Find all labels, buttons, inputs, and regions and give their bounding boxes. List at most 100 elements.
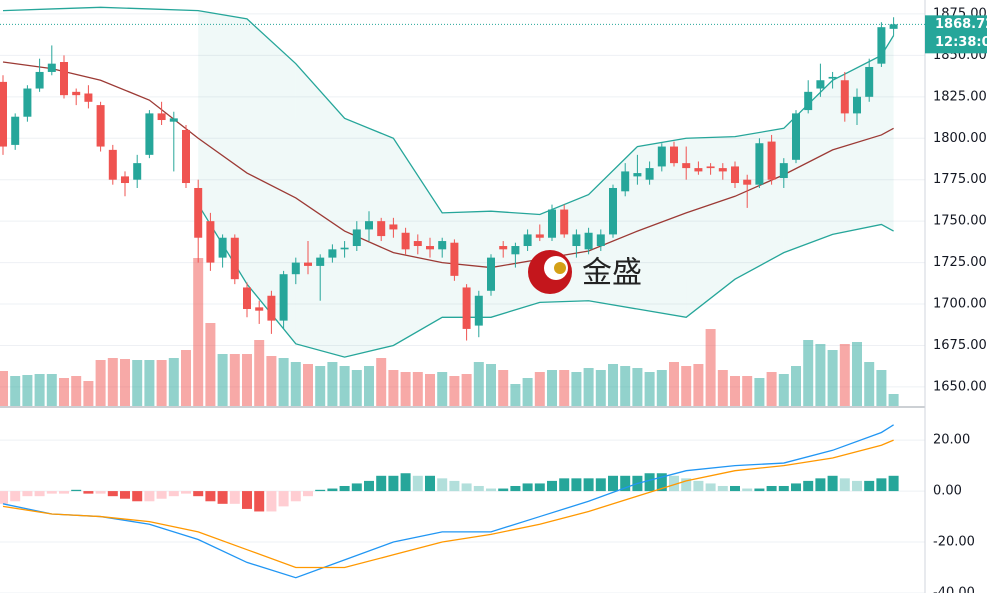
volume-bar — [717, 370, 728, 406]
volume-bar — [0, 371, 8, 406]
histogram-bar — [168, 491, 179, 497]
histogram-bar — [107, 491, 118, 497]
histogram-bar — [95, 491, 106, 494]
histogram-bar — [608, 475, 618, 492]
histogram-bar — [534, 483, 545, 492]
candle-body — [121, 176, 129, 184]
candle-body — [645, 168, 654, 180]
volume-bar — [534, 372, 545, 406]
candle-body — [328, 249, 337, 258]
candle-body — [206, 221, 215, 263]
band-fill — [686, 136, 735, 318]
candle-body — [316, 257, 325, 266]
histogram-bar — [486, 488, 496, 492]
candle-body — [0, 81, 7, 147]
volume-bar — [742, 376, 753, 406]
volume-bar — [254, 340, 265, 406]
histogram-bar — [693, 480, 704, 492]
histogram-bar — [669, 475, 679, 492]
candle-body — [157, 113, 166, 121]
candle-body — [72, 91, 81, 96]
histogram-bar — [327, 488, 338, 492]
candle-body — [11, 116, 20, 145]
candle-body — [133, 163, 142, 180]
volume-bar — [522, 378, 533, 406]
candle-body — [389, 224, 398, 230]
candle-body — [877, 27, 886, 64]
volume-bar — [852, 342, 862, 406]
volume-bar — [839, 344, 850, 406]
histogram-bar — [412, 475, 423, 492]
band-fill — [442, 211, 491, 318]
volume-bar — [10, 376, 21, 406]
histogram-bar — [351, 483, 362, 492]
histogram-bar — [705, 483, 716, 492]
countdown-label: 12:38:0 — [935, 35, 987, 50]
logo-dot — [554, 262, 566, 274]
candle-body — [267, 295, 276, 321]
histogram-bar — [315, 489, 326, 492]
last-price-label: 1868.72 — [935, 17, 987, 32]
histogram-bar — [388, 475, 399, 492]
volume-bar — [168, 358, 179, 406]
candle-body — [377, 221, 386, 237]
candle-body — [865, 66, 874, 97]
indicator-line — [2, 424, 894, 579]
volume-bar — [217, 354, 228, 406]
histogram-bar — [242, 491, 252, 509]
histogram-bar — [156, 491, 167, 499]
histogram-bar — [681, 478, 692, 492]
watermark-text: 金盛 — [582, 256, 642, 291]
candle-body — [487, 257, 495, 291]
volume-bar — [181, 350, 191, 406]
candle-body — [47, 63, 56, 72]
histogram-bar — [34, 491, 45, 497]
volume-bar — [193, 258, 204, 406]
volume-bar — [876, 370, 887, 406]
volume-bar — [83, 381, 94, 406]
histogram-bar — [815, 478, 826, 492]
histogram-bar — [827, 475, 838, 492]
histogram-bar — [364, 480, 374, 492]
histogram-bar — [10, 491, 21, 502]
candle-body — [230, 237, 239, 280]
histogram-bar — [376, 475, 387, 492]
volume-bar — [571, 372, 582, 406]
histogram-bar — [473, 485, 484, 492]
price-axis — [925, 0, 987, 593]
histogram-bar — [22, 491, 33, 497]
candle-body — [792, 113, 800, 160]
volume-bar — [644, 372, 655, 406]
candle-body — [84, 93, 93, 102]
histogram-bar — [132, 491, 143, 502]
volume-bar — [412, 372, 423, 406]
histogram-bar — [656, 473, 667, 492]
histogram-bar — [144, 491, 155, 502]
histogram-bar — [278, 491, 289, 507]
candle-body — [279, 274, 288, 321]
volume-bar — [608, 364, 618, 406]
candle-body — [474, 295, 483, 326]
candle-body — [657, 146, 666, 167]
volume-bar — [351, 370, 362, 406]
candle-body — [706, 166, 715, 169]
histogram-bar — [583, 478, 594, 492]
volume-bar — [59, 378, 69, 406]
band-fill — [881, 35, 894, 232]
histogram-bar — [461, 483, 472, 492]
histogram-bar — [620, 475, 631, 492]
volume-bar — [583, 368, 594, 406]
histogram-bar — [425, 475, 435, 492]
candles — [0, 17, 898, 341]
histogram-bar — [449, 480, 460, 492]
histogram-bar — [644, 473, 655, 492]
volume-bar — [620, 366, 631, 406]
macd-pane — [0, 424, 899, 579]
y-tick-label: 1700.00 — [933, 297, 987, 312]
candle-body — [304, 262, 312, 266]
candle-body — [291, 262, 300, 275]
volume-bar — [425, 374, 435, 406]
last-price-tag — [925, 15, 987, 54]
histogram-bar — [290, 491, 301, 502]
volume-bar — [510, 384, 521, 406]
